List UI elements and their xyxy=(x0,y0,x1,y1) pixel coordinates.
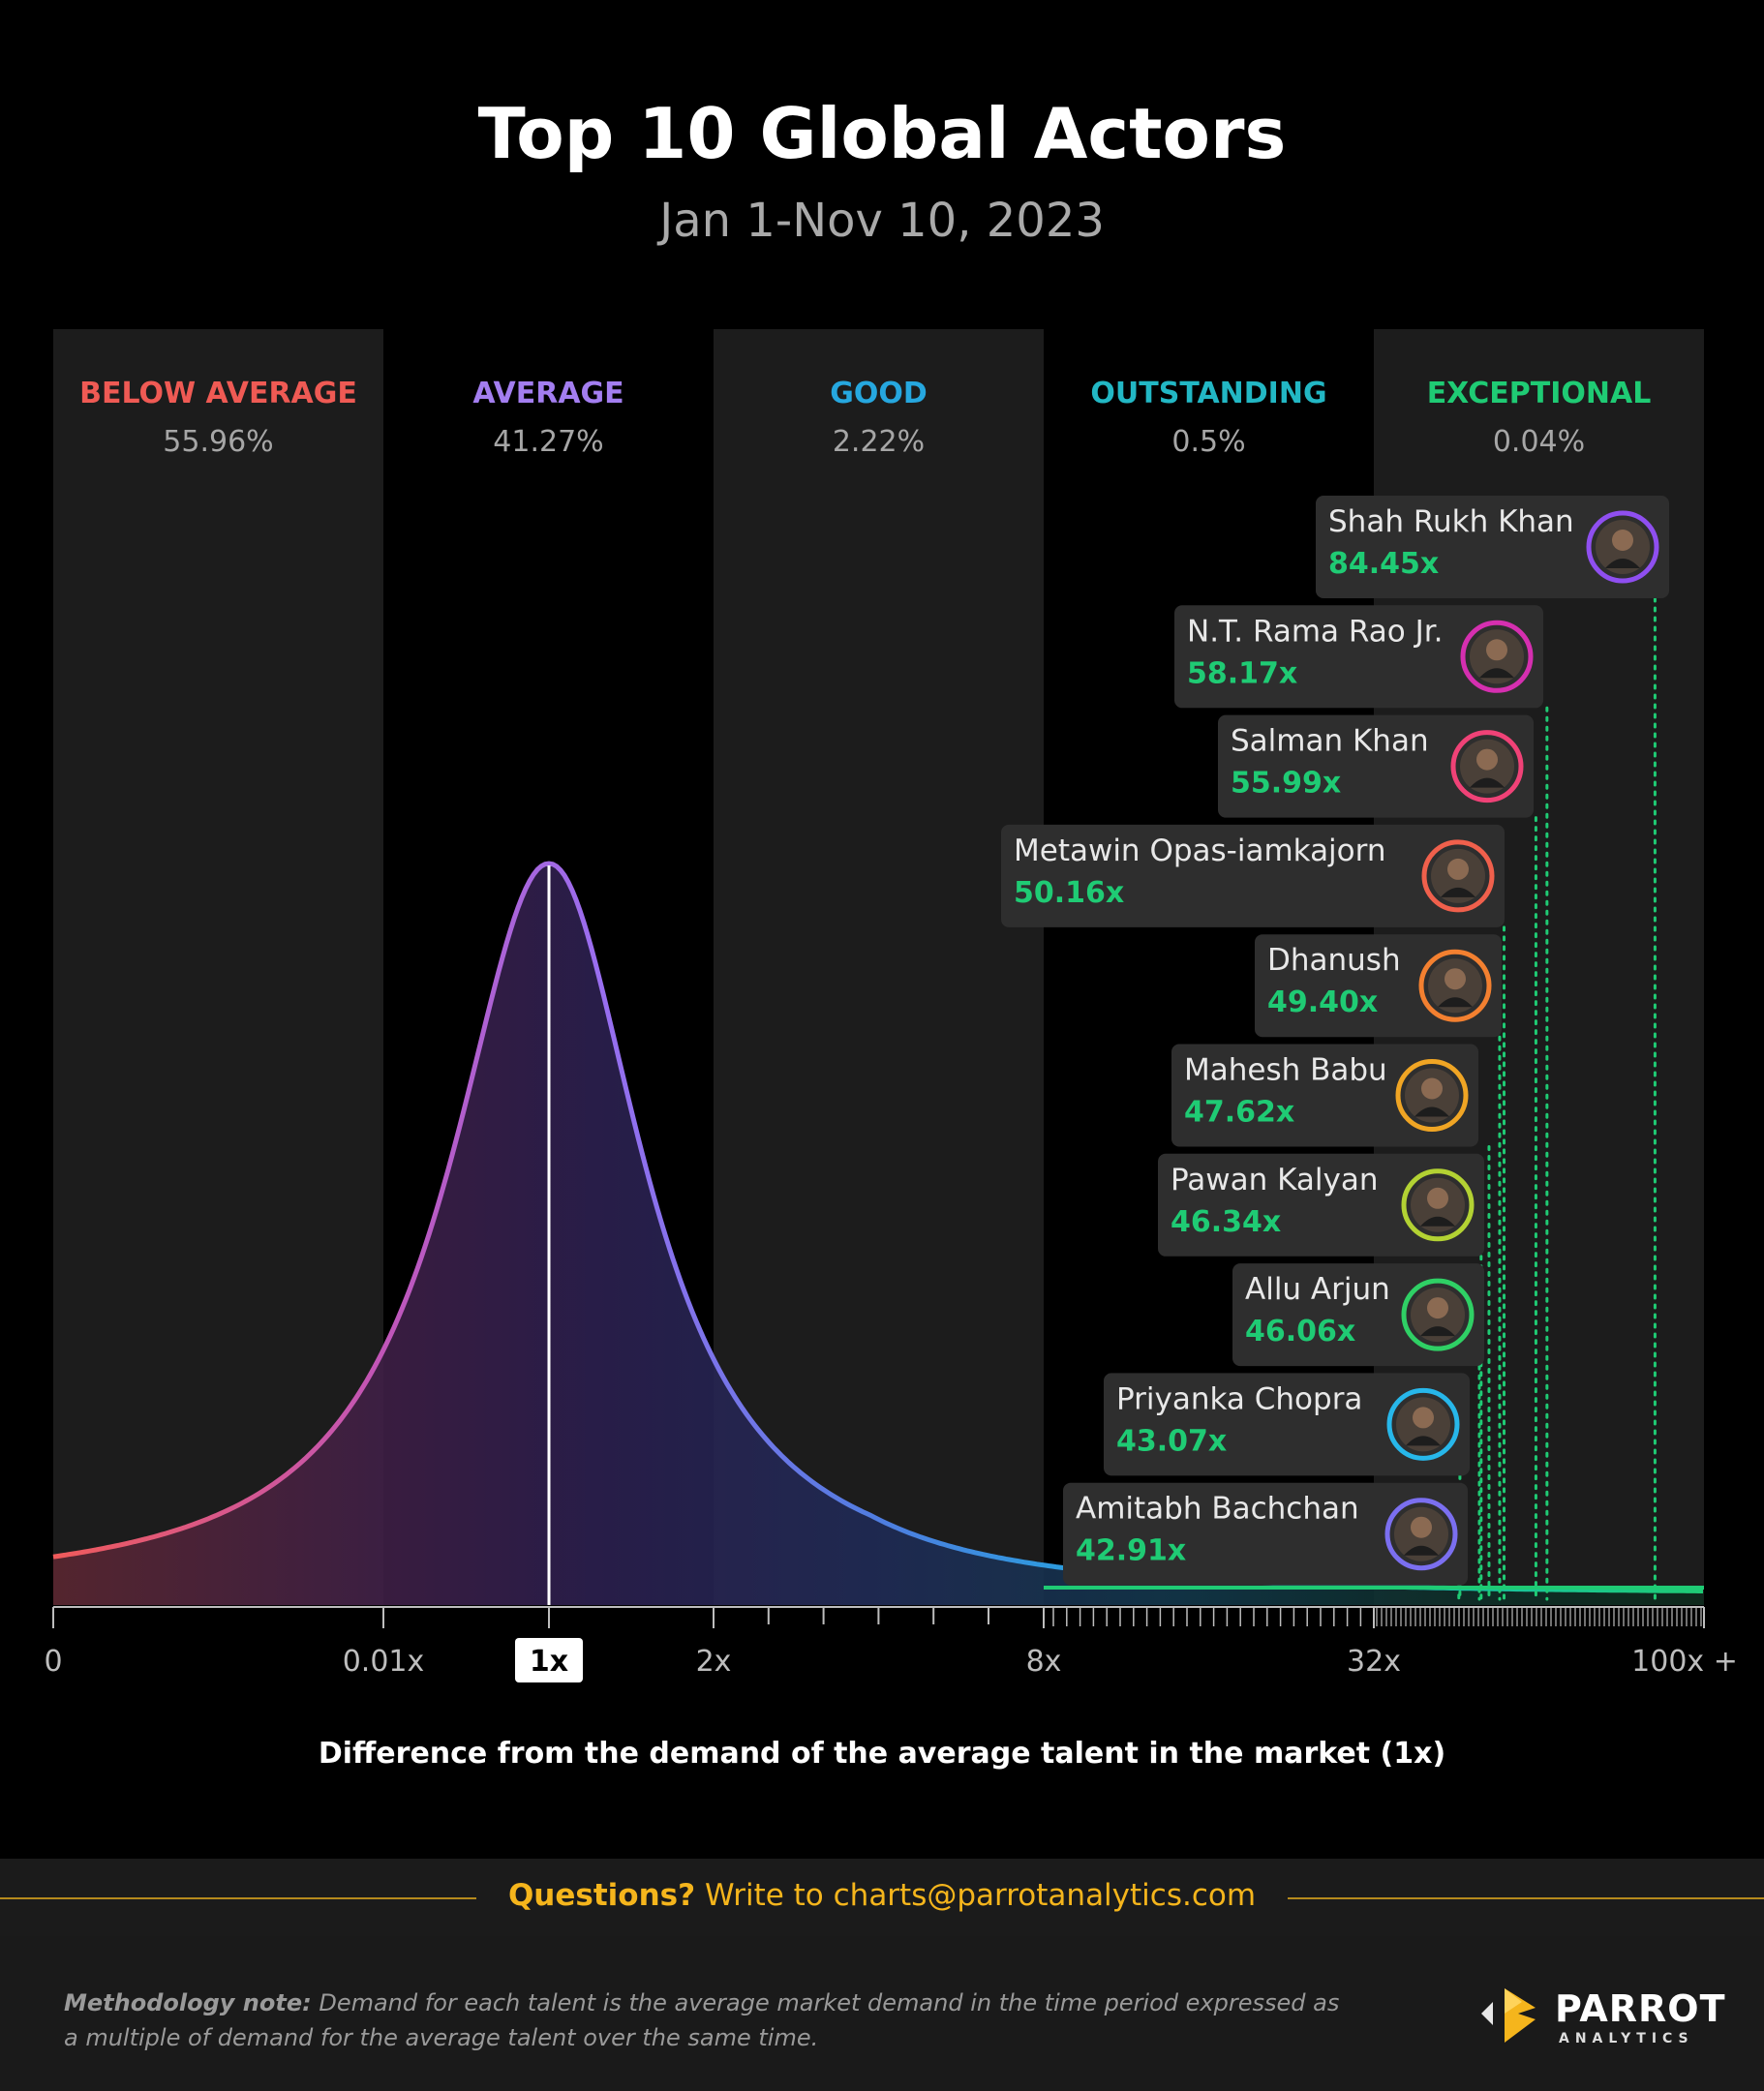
actor-card: Dhanush 49.40x xyxy=(1255,934,1502,1038)
band-bg-2 xyxy=(714,329,1044,1605)
actor-value: 46.34x xyxy=(1171,1205,1281,1239)
actor-name: N.T. Rama Rao Jr. xyxy=(1187,614,1443,649)
actor-name: Mahesh Babu xyxy=(1184,1053,1387,1088)
axis-tick-label: 1x xyxy=(530,1645,568,1679)
axis-tick-label: 0 xyxy=(44,1645,62,1679)
contact-rule-left xyxy=(0,1897,476,1899)
band-label: GOOD xyxy=(830,377,928,410)
avatar-head-icon xyxy=(1476,748,1498,771)
avatar-shoulders-icon xyxy=(1441,887,1475,897)
actor-value: 50.16x xyxy=(1014,876,1124,910)
demand-distribution-chart: BELOW AVERAGE 55.96% AVERAGE 41.27% GOOD 2.22… xyxy=(44,329,1738,1682)
actor-card: Pawan Kalyan 46.34x xyxy=(1158,1153,1484,1257)
actor-value: 46.06x xyxy=(1245,1315,1355,1349)
avatar-head-icon xyxy=(1421,1077,1443,1100)
actor-value: 84.45x xyxy=(1328,547,1439,581)
actor-card: Mahesh Babu 47.62x xyxy=(1171,1044,1478,1147)
actor-card-bg xyxy=(1171,1044,1478,1147)
avatar-shoulders-icon xyxy=(1479,668,1514,679)
contact-rule-right xyxy=(1288,1897,1764,1899)
methodology-band xyxy=(0,1936,1764,2091)
actor-card: Priyanka Chopra 43.07x xyxy=(1104,1373,1470,1476)
actor-card-bg xyxy=(1063,1482,1468,1586)
avatar-shoulders-icon xyxy=(1420,1216,1455,1227)
x-axis-title: Difference from the demand of the averag… xyxy=(318,1737,1446,1771)
avatar-head-icon xyxy=(1445,968,1466,990)
actor-value: 47.62x xyxy=(1184,1096,1294,1130)
chart-title: Top 10 Global Actors xyxy=(477,93,1287,174)
axis-tick-label: 32x xyxy=(1347,1645,1401,1679)
actor-name: Allu Arjun xyxy=(1245,1272,1390,1307)
actor-card: Allu Arjun 46.06x xyxy=(1232,1263,1484,1367)
actor-card: Shah Rukh Khan 84.45x xyxy=(1316,496,1669,598)
actor-name: Pawan Kalyan xyxy=(1171,1163,1379,1197)
actor-name: Dhanush xyxy=(1267,943,1401,978)
band-share: 0.5% xyxy=(1171,425,1245,459)
band-share: 41.27% xyxy=(493,425,603,459)
band-label: BELOW AVERAGE xyxy=(79,377,357,410)
band-label: EXCEPTIONAL xyxy=(1427,377,1652,410)
avatar-shoulders-icon xyxy=(1438,997,1473,1008)
actor-card-bg xyxy=(1316,496,1669,598)
avatar-head-icon xyxy=(1447,858,1469,880)
actor-card-bg xyxy=(1174,605,1543,709)
avatar-head-icon xyxy=(1486,639,1507,661)
brand-name: PARROT xyxy=(1555,1987,1726,2030)
actor-name: Salman Khan xyxy=(1231,724,1429,759)
avatar-shoulders-icon xyxy=(1404,1545,1439,1556)
band-label: OUTSTANDING xyxy=(1090,377,1326,410)
avatar-head-icon xyxy=(1427,1187,1448,1209)
distribution-fill xyxy=(53,864,1704,1605)
avatar-shoulders-icon xyxy=(1420,1326,1455,1337)
contact-line: Questions? Write to charts@parrotanalyti… xyxy=(0,1878,1764,1913)
actor-card-bg xyxy=(1104,1373,1470,1476)
contact-question: Questions? xyxy=(507,1878,696,1913)
actor-card: Metawin Opas-iamkajorn 50.16x xyxy=(1001,824,1505,927)
actor-value: 58.17x xyxy=(1187,656,1297,690)
actor-card: N.T. Rama Rao Jr. 58.17x xyxy=(1174,605,1543,709)
actor-card-bg xyxy=(1218,714,1534,818)
band-share: 55.96% xyxy=(163,425,273,459)
avatar-shoulders-icon xyxy=(1470,777,1505,788)
avatar-head-icon xyxy=(1612,530,1633,551)
avatar-head-icon xyxy=(1413,1407,1434,1429)
actor-name: Priyanka Chopra xyxy=(1116,1381,1362,1416)
chart-subtitle: Jan 1-Nov 10, 2023 xyxy=(659,194,1105,248)
actor-value: 55.99x xyxy=(1231,767,1341,801)
avatar-head-icon xyxy=(1427,1297,1448,1319)
axis-tick-label: 100x + xyxy=(1631,1645,1738,1679)
highlight-tick-box xyxy=(515,1638,583,1682)
band-label: AVERAGE xyxy=(472,377,623,410)
actor-name: Amitabh Bachchan xyxy=(1076,1492,1359,1527)
methodology-note: Methodology note: Demand for each talent… xyxy=(64,1985,1342,2055)
axis-tick-label: 2x xyxy=(696,1645,732,1679)
axis-tick-label: 0.01x xyxy=(343,1645,425,1679)
axis-tick-label: 8x xyxy=(1026,1645,1062,1679)
band-share: 2.22% xyxy=(833,425,925,459)
actor-name: Metawin Opas-iamkajorn xyxy=(1014,833,1386,868)
band-bg-0 xyxy=(53,329,383,1605)
x-axis: 0 0.01x 1x 2x 8x 32x 100x + xyxy=(44,1586,1738,1682)
contact-email-text[interactable]: Write to charts@parrotanalytics.com xyxy=(695,1878,1257,1913)
actor-card-bg xyxy=(1158,1153,1484,1257)
actor-value: 49.40x xyxy=(1267,985,1378,1019)
avatar-head-icon xyxy=(1411,1516,1432,1538)
band-share: 0.04% xyxy=(1493,425,1585,459)
actor-name: Shah Rukh Khan xyxy=(1328,504,1574,539)
actor-cards: Shah Rukh Khan 84.45x N.T. Rama Rao Jr. 58.… xyxy=(1001,496,1669,1586)
avatar-shoulders-icon xyxy=(1605,559,1640,568)
avatar-shoulders-icon xyxy=(1414,1106,1449,1117)
parrot-logo-icon xyxy=(1481,1988,1536,2043)
actor-card-bg xyxy=(1001,824,1505,927)
methodology-text: Demand for each talent is the average ma… xyxy=(64,1989,1340,2051)
actor-value: 42.91x xyxy=(1076,1534,1186,1568)
actor-card: Amitabh Bachchan 42.91x xyxy=(1063,1482,1468,1586)
methodology-label: Methodology note: xyxy=(64,1989,312,2016)
avatar-shoulders-icon xyxy=(1406,1436,1441,1446)
actor-card: Salman Khan 55.99x xyxy=(1218,714,1534,818)
actor-value: 43.07x xyxy=(1116,1424,1227,1458)
brand-subtitle: ANALYTICS xyxy=(1559,2031,1694,2046)
